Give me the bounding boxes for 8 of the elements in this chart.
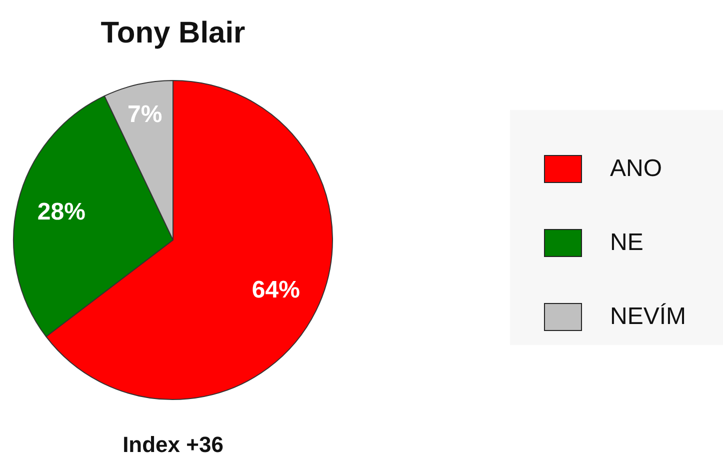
chart-title: Tony Blair	[100, 16, 246, 50]
legend-label: ANO	[610, 155, 662, 183]
text: Index +36	[122, 432, 224, 458]
legend-label: NEVÍM	[610, 303, 686, 331]
legend-label: NE	[610, 229, 644, 257]
data-label: 7%	[128, 101, 162, 128]
data-label: 28%	[37, 198, 86, 226]
data-label: 64%	[252, 276, 300, 304]
